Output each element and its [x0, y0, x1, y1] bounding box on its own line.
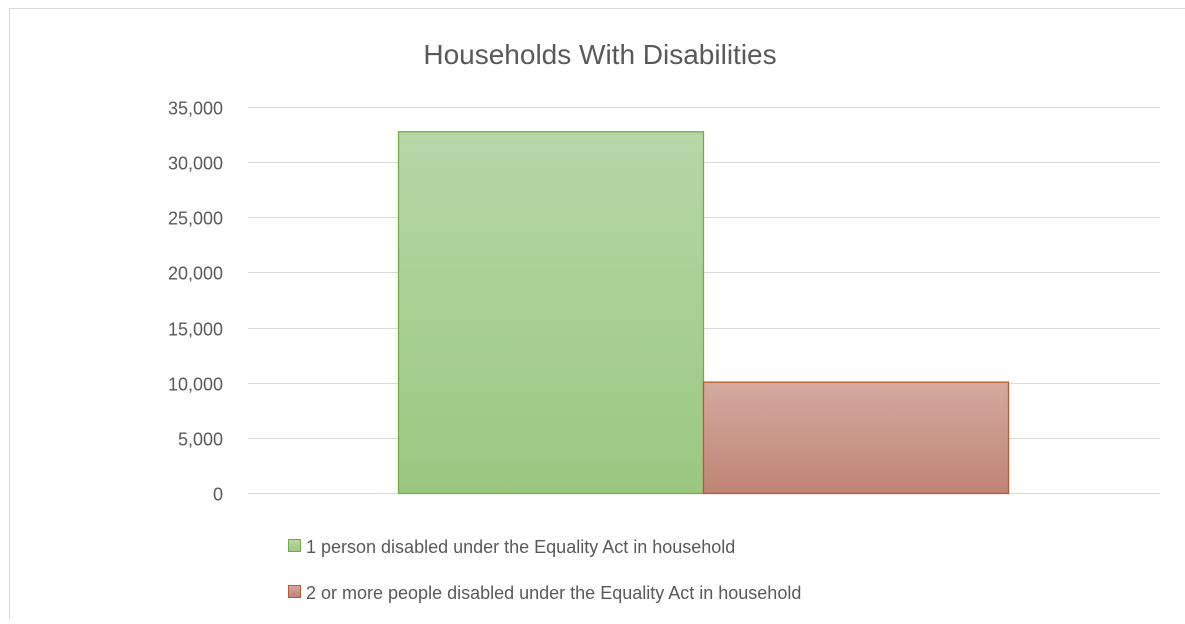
legend-label-2: 2 or more people disabled under the Equa…: [306, 583, 801, 603]
y-tick-label: 5,000: [178, 430, 223, 450]
y-tick-label: 35,000: [168, 99, 223, 119]
bar-series-2: [702, 381, 1010, 495]
legend-swatch-1: [288, 539, 301, 552]
y-tick-label: 25,000: [168, 209, 223, 229]
bars: [397, 131, 1010, 495]
legend-swatch-2: [288, 585, 301, 598]
legend-label-1: 1 person disabled under the Equality Act…: [306, 537, 735, 557]
bar-series-1: [397, 131, 705, 495]
legend: 1 person disabled under the Equality Act…: [288, 537, 801, 603]
y-tick-label: 30,000: [168, 154, 223, 174]
y-tick-label: 20,000: [168, 264, 223, 284]
chart-title: Households With Disabilities: [423, 39, 776, 70]
y-tick-label: 10,000: [168, 375, 223, 395]
y-tick-label: 0: [213, 485, 223, 505]
y-axis: 0 5,000 10,000 15,000 20,000 25,000 30,000 35,0…: [168, 99, 223, 505]
y-tick-label: 15,000: [168, 320, 223, 340]
